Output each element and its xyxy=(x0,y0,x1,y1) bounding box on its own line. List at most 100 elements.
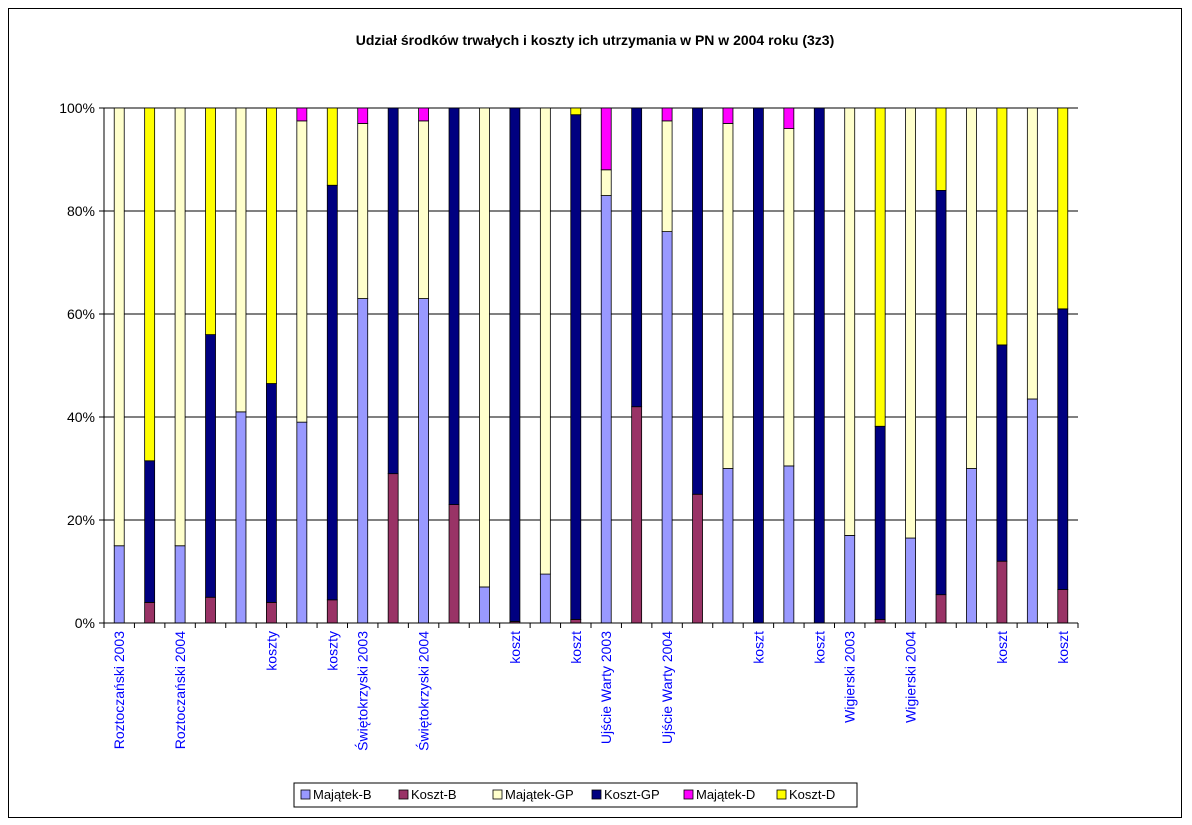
bar-segment xyxy=(266,107,277,384)
bar-segment xyxy=(570,114,582,620)
bar-segment xyxy=(1057,107,1069,310)
x-category-label: Roztoczański 2003 xyxy=(111,631,127,750)
bar-segment xyxy=(935,594,947,624)
legend-swatch xyxy=(492,789,503,800)
x-category-label: koszt xyxy=(811,631,827,664)
bar-segment xyxy=(479,107,490,588)
bar-segment xyxy=(966,468,977,624)
bar-segment xyxy=(935,189,947,596)
bar-segment xyxy=(113,107,125,547)
bar-segment xyxy=(1026,107,1038,400)
legend-label: Majątek-GP xyxy=(505,787,574,802)
chart-title: Udział środków trwałych i koszty ich utr… xyxy=(356,32,834,48)
x-category-label: Wigierski 2003 xyxy=(842,631,858,723)
bar-segment xyxy=(205,596,216,624)
bar-segment xyxy=(205,107,216,336)
bar-segment xyxy=(874,618,886,624)
bar-segment xyxy=(539,573,551,624)
x-category-label: koszt xyxy=(750,631,766,664)
legend-label: Majątek-B xyxy=(313,787,372,802)
x-category-label: Roztoczański 2004 xyxy=(172,631,188,750)
bar-segment xyxy=(996,107,1008,346)
x-category-labels: Roztoczański 2003 Roztoczański 2004 koszty… xyxy=(111,631,1071,751)
bar-segment xyxy=(509,107,521,622)
bar-segment xyxy=(844,535,856,624)
x-category-label: koszt xyxy=(994,631,1010,664)
legend-swatch xyxy=(300,789,311,800)
y-tick-label: 60% xyxy=(67,306,95,322)
x-category-label: Świętokrzyski 2004 xyxy=(415,631,432,751)
legend-label: Koszt-D xyxy=(789,787,835,802)
bar-segment xyxy=(418,107,429,122)
legend-swatch xyxy=(591,789,602,800)
bar-segment xyxy=(661,107,673,122)
y-tick-label: 0% xyxy=(75,615,95,631)
bar-segment xyxy=(144,602,156,624)
x-category-label: Ujście Warty 2004 xyxy=(659,631,675,744)
bar-segment xyxy=(174,107,186,547)
bar-segment xyxy=(539,107,551,575)
bar-segment xyxy=(266,602,277,624)
bar-segment xyxy=(813,107,825,624)
bar-segment xyxy=(570,618,582,624)
bar-segment xyxy=(570,107,582,116)
bar-segment xyxy=(966,107,977,469)
y-tick-labels: 0% 20% 40% 60% 80% 100% xyxy=(59,100,95,631)
x-category-label: koszt xyxy=(568,631,584,664)
bar-segment xyxy=(235,107,247,413)
bar-segment xyxy=(144,460,156,603)
bar-segment xyxy=(600,107,612,171)
bar-segment xyxy=(631,107,643,408)
y-tick-label: 100% xyxy=(59,100,95,116)
bar-segment xyxy=(874,425,886,620)
bar-segment xyxy=(357,123,369,299)
legend-swatch xyxy=(776,789,787,800)
bar-segment xyxy=(935,107,947,191)
bar-segment xyxy=(326,599,338,624)
bar-segment xyxy=(692,493,703,624)
bar-segment xyxy=(174,545,186,624)
bar-segment xyxy=(722,123,734,469)
bar-segment xyxy=(296,120,308,423)
bar-segment xyxy=(600,195,612,624)
bar-segment xyxy=(479,586,490,624)
bar-segment xyxy=(631,406,643,624)
legend-label: Majątek-D xyxy=(696,787,755,802)
chart-frame: Udział środków trwałych i koszty ich utr… xyxy=(8,8,1182,818)
bar-segment xyxy=(874,107,886,427)
bar-segment xyxy=(783,465,795,624)
bar-segment xyxy=(753,107,764,624)
legend-swatch xyxy=(683,789,694,800)
bar-segment xyxy=(448,107,460,505)
bar-segment xyxy=(296,421,308,624)
x-category-label: Ujście Warty 2003 xyxy=(598,631,614,744)
legend-label: Koszt-B xyxy=(411,787,457,802)
legend-swatch xyxy=(398,789,409,800)
x-category-label: koszt xyxy=(1055,631,1071,664)
x-category-label: Wigierski 2004 xyxy=(903,631,919,723)
bar-segment xyxy=(326,184,338,601)
legend-label: Koszt-GP xyxy=(604,787,660,802)
bar-segment xyxy=(418,120,429,299)
bar-segment xyxy=(144,107,156,462)
bar-segment xyxy=(1057,308,1069,590)
x-category-label: Świętokrzyski 2003 xyxy=(354,631,371,751)
bar-segment xyxy=(266,383,277,603)
bar-segment xyxy=(905,107,916,539)
bar-segment xyxy=(722,468,734,624)
bar-segment xyxy=(783,107,795,130)
axes xyxy=(99,107,1079,628)
bar-segment xyxy=(357,107,369,124)
x-category-label: koszty xyxy=(263,631,279,671)
bar-segment xyxy=(296,107,308,122)
bar-segment xyxy=(357,298,369,624)
bar-segment xyxy=(692,107,703,495)
bar-segment xyxy=(905,537,916,624)
bar-segment xyxy=(113,545,125,624)
bar-segment xyxy=(844,107,856,536)
y-tick-label: 80% xyxy=(67,203,95,219)
bar-segment xyxy=(722,107,734,124)
x-category-label: koszt xyxy=(507,631,523,664)
bar-segment xyxy=(1057,589,1069,624)
bar-segment xyxy=(235,411,247,624)
